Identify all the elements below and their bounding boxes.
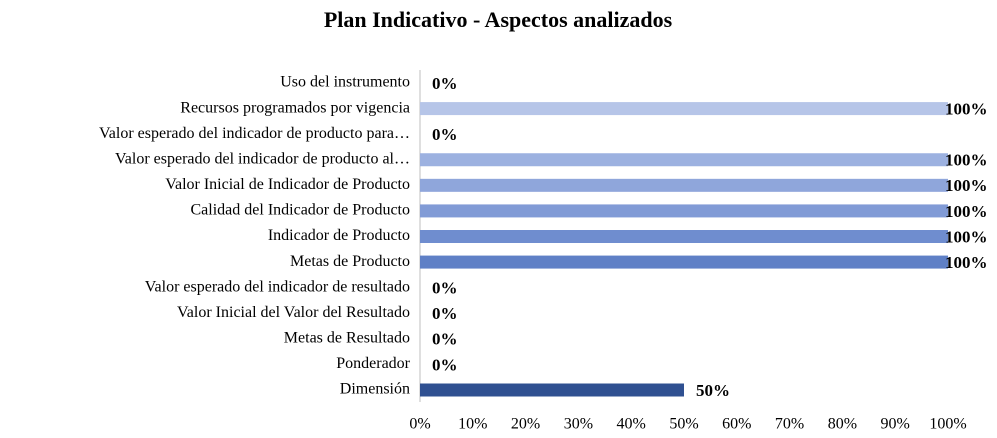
category-label: Uso del instrumento — [280, 74, 410, 91]
value-label: 100% — [945, 202, 988, 221]
value-label: 50% — [696, 381, 730, 400]
category-label: Dimensión — [340, 381, 410, 398]
category-label: Valor Inicial de Indicador de Producto — [165, 176, 410, 193]
value-label: 0% — [432, 74, 458, 93]
value-label: 0% — [432, 125, 458, 144]
x-tick-label: 20% — [511, 416, 540, 433]
bar — [420, 204, 948, 218]
bar — [420, 153, 948, 167]
x-tick-label: 60% — [722, 416, 751, 433]
category-label: Metas de Resultado — [284, 330, 410, 347]
value-label: 100% — [945, 99, 988, 118]
x-tick-label: 40% — [617, 416, 646, 433]
x-tick-label: 50% — [669, 416, 698, 433]
value-label: 0% — [432, 304, 458, 323]
x-tick-label: 30% — [564, 416, 593, 433]
category-label: Valor Inicial del Valor del Resultado — [177, 304, 410, 321]
value-label: 0% — [432, 355, 458, 374]
bar — [420, 230, 948, 243]
category-label: Recursos programados por vigencia — [180, 99, 410, 116]
x-tick-label: 90% — [881, 416, 910, 433]
x-tick-label: 70% — [775, 416, 804, 433]
value-label: 100% — [945, 227, 988, 246]
value-label: 100% — [945, 253, 988, 272]
bar — [420, 255, 948, 269]
bar — [420, 383, 684, 397]
value-label: 0% — [432, 279, 458, 298]
category-label: Valor esperado del indicador de producto… — [99, 125, 410, 142]
x-tick-label: 100% — [929, 416, 966, 433]
bar — [420, 178, 948, 192]
category-label: Calidad del Indicador de Producto — [191, 202, 411, 219]
value-label: 100% — [945, 176, 988, 195]
value-label: 100% — [945, 151, 988, 170]
x-tick-label: 0% — [409, 416, 430, 433]
category-label: Valor esperado del indicador de producto… — [115, 150, 410, 167]
chart-title: Plan Indicativo - Aspectos analizados — [324, 7, 673, 32]
category-label: Indicador de Producto — [268, 227, 410, 244]
x-tick-label: 10% — [458, 416, 487, 433]
category-label: Metas de Producto — [290, 253, 410, 270]
x-tick-label: 80% — [828, 416, 857, 433]
value-label: 0% — [432, 330, 458, 349]
bar — [420, 102, 948, 116]
category-label: Ponderador — [336, 355, 410, 372]
category-label: Valor esperado del indicador de resultad… — [145, 278, 410, 295]
